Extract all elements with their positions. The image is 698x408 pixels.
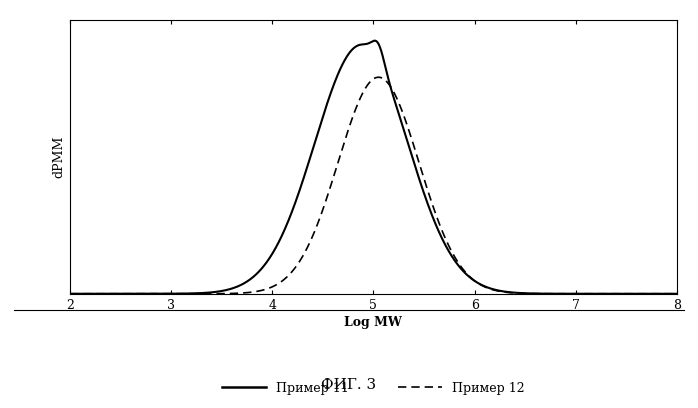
X-axis label: Log MW: Log MW [345,316,402,329]
Y-axis label: dРММ: dРММ [52,136,66,178]
Text: ФИГ. 3: ФИГ. 3 [322,378,376,392]
Legend: Пример 11, Пример 12: Пример 11, Пример 12 [217,377,530,399]
